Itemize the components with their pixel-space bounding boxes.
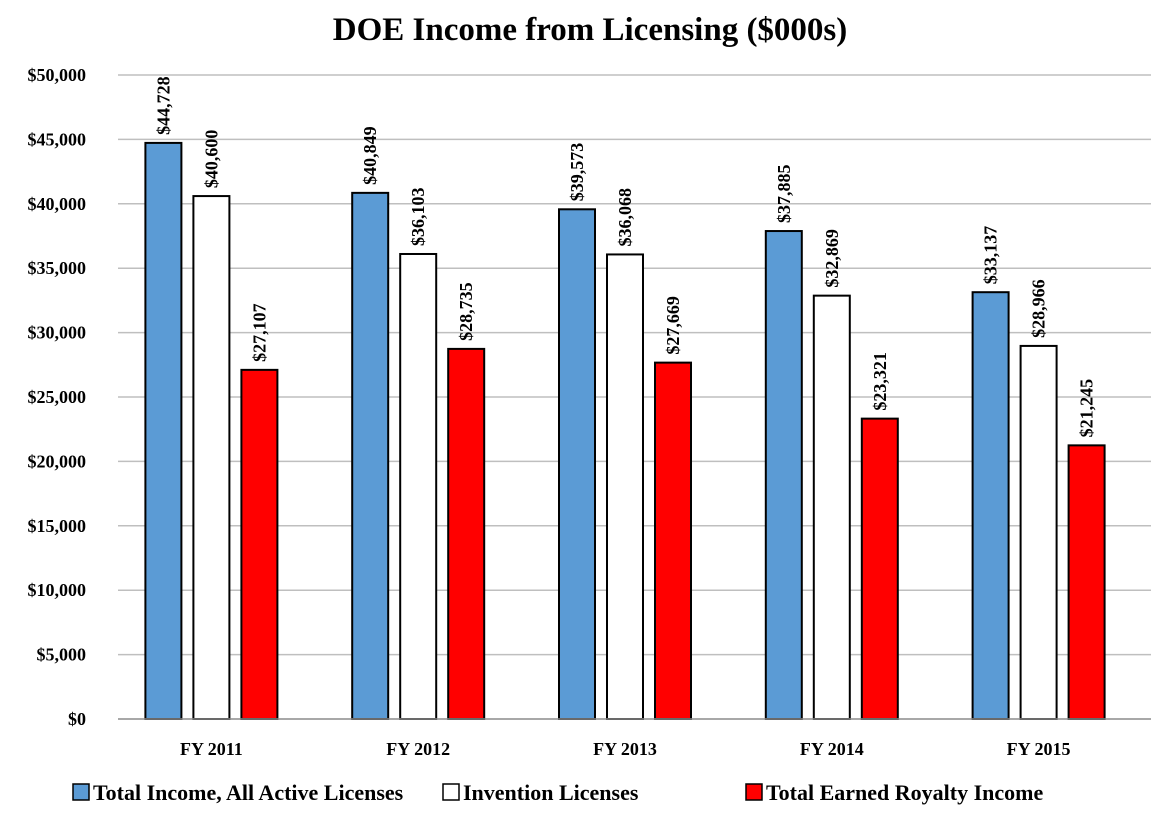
data-label: $28,966 bbox=[1029, 279, 1049, 338]
y-tick-label: $30,000 bbox=[28, 323, 87, 343]
bar-3-fy-2012 bbox=[447, 347, 486, 720]
bar-2-fy-2014 bbox=[812, 294, 851, 720]
bar-3-fy-2013 bbox=[654, 361, 692, 720]
bar-2-fy-2012 bbox=[399, 252, 438, 721]
legend-swatch bbox=[72, 783, 90, 801]
y-axis-ticks: $0 $5,000 $10,000 $15,000 $20,000 $25,000 $30,… bbox=[28, 65, 87, 729]
bar-3-fy-2011 bbox=[240, 368, 279, 720]
legend-swatch bbox=[745, 783, 763, 801]
y-tick-label: $25,000 bbox=[28, 387, 87, 407]
data-label: $36,103 bbox=[408, 187, 428, 246]
data-label: $23,321 bbox=[870, 352, 890, 411]
y-tick-label: $45,000 bbox=[28, 129, 87, 149]
bar-2-fy-2015 bbox=[1019, 344, 1058, 720]
data-label: $44,728 bbox=[153, 76, 173, 135]
data-label: $21,245 bbox=[1077, 379, 1097, 438]
legend-label: Invention Licenses bbox=[463, 780, 639, 805]
y-tick-label: $20,000 bbox=[28, 451, 87, 471]
data-label: $40,849 bbox=[360, 126, 380, 185]
y-tick-label: $50,000 bbox=[28, 65, 87, 85]
x-axis-ticks: FY 2011 FY 2012 FY 2013 FY 2014 FY 2015 bbox=[180, 739, 1071, 759]
data-labels: $44,728 $40,600 $27,107 $40,849 $36,103 $28,7… bbox=[153, 76, 1096, 437]
bar-1-fy-2013 bbox=[558, 208, 596, 720]
x-tick-label: FY 2014 bbox=[800, 739, 864, 759]
y-tick-label: $0 bbox=[68, 709, 86, 729]
legend-label: Total Income, All Active Licenses bbox=[93, 780, 404, 805]
y-tick-label: $10,000 bbox=[28, 580, 87, 600]
y-tick-label: $35,000 bbox=[28, 258, 87, 278]
data-label: $36,068 bbox=[615, 188, 635, 247]
data-label: $39,573 bbox=[567, 143, 587, 202]
y-tick-label: $40,000 bbox=[28, 194, 87, 214]
data-label: $37,885 bbox=[774, 165, 794, 224]
bar-3-fy-2014 bbox=[860, 417, 899, 720]
x-tick-label: FY 2011 bbox=[180, 739, 243, 759]
legend-label: Total Earned Royalty Income bbox=[766, 780, 1043, 805]
y-tick-label: $15,000 bbox=[28, 516, 87, 536]
bar-2-fy-2013 bbox=[606, 253, 644, 720]
data-label: $33,137 bbox=[981, 226, 1001, 285]
data-label: $40,600 bbox=[201, 130, 221, 189]
bar-1-fy-2012 bbox=[351, 191, 390, 721]
y-tick-label: $5,000 bbox=[37, 645, 87, 665]
data-label: $27,107 bbox=[249, 303, 269, 362]
data-label: $27,669 bbox=[663, 296, 683, 355]
data-label: $32,869 bbox=[822, 229, 842, 288]
bar-1-fy-2014 bbox=[764, 230, 803, 720]
legend-swatch bbox=[442, 783, 460, 801]
bar-3-fy-2015 bbox=[1067, 444, 1106, 720]
x-tick-label: FY 2015 bbox=[1007, 739, 1071, 759]
bar-2-fy-2011 bbox=[192, 195, 231, 720]
x-tick-label: FY 2013 bbox=[593, 739, 657, 759]
data-label: $28,735 bbox=[456, 282, 476, 341]
bar-1-fy-2015 bbox=[971, 291, 1010, 720]
legend: Total Income, All Active Licenses Inventi… bbox=[72, 780, 1043, 805]
x-tick-label: FY 2012 bbox=[386, 739, 450, 759]
chart-title: DOE Income from Licensing ($000s) bbox=[333, 12, 848, 48]
bar-1-fy-2011 bbox=[144, 141, 183, 720]
